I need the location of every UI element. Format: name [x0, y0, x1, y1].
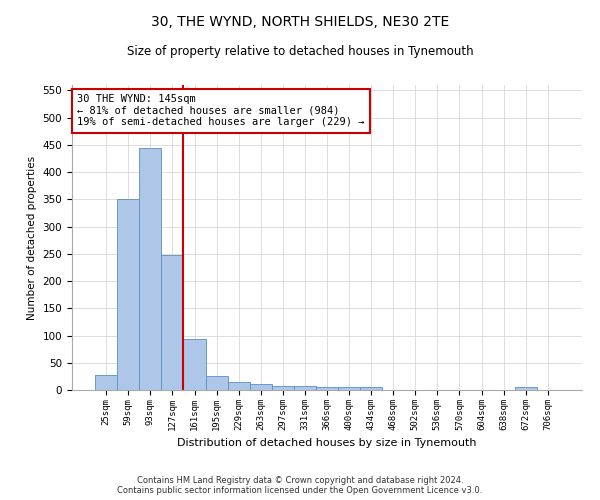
- Bar: [206, 376, 227, 390]
- Bar: [272, 386, 294, 390]
- Bar: [227, 382, 250, 390]
- Bar: [316, 386, 338, 390]
- Bar: [117, 200, 139, 390]
- Bar: [95, 375, 117, 390]
- Bar: [338, 388, 360, 390]
- Bar: [161, 255, 184, 390]
- Bar: [139, 148, 161, 390]
- Bar: [515, 388, 537, 390]
- Bar: [360, 388, 382, 390]
- Text: 30, THE WYND, NORTH SHIELDS, NE30 2TE: 30, THE WYND, NORTH SHIELDS, NE30 2TE: [151, 15, 449, 29]
- Text: Size of property relative to detached houses in Tynemouth: Size of property relative to detached ho…: [127, 45, 473, 58]
- Text: 30 THE WYND: 145sqm
← 81% of detached houses are smaller (984)
19% of semi-detac: 30 THE WYND: 145sqm ← 81% of detached ho…: [77, 94, 365, 128]
- Bar: [184, 340, 206, 390]
- Bar: [250, 384, 272, 390]
- Text: Contains HM Land Registry data © Crown copyright and database right 2024.
Contai: Contains HM Land Registry data © Crown c…: [118, 476, 482, 495]
- X-axis label: Distribution of detached houses by size in Tynemouth: Distribution of detached houses by size …: [177, 438, 477, 448]
- Bar: [294, 386, 316, 390]
- Y-axis label: Number of detached properties: Number of detached properties: [27, 156, 37, 320]
